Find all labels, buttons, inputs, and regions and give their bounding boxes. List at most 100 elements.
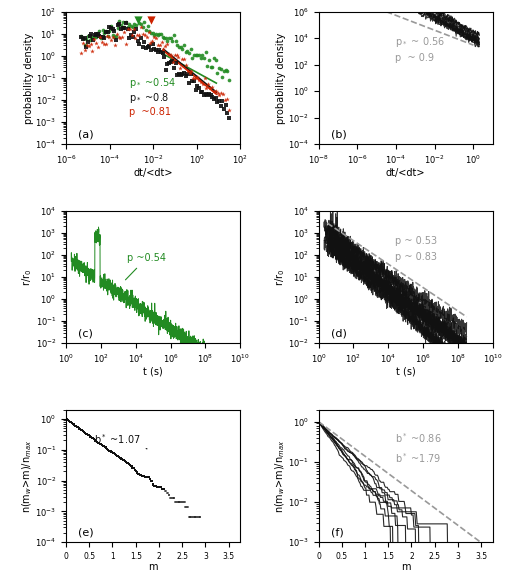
Point	[90, 31, 99, 41]
Point	[125, 459, 133, 469]
Point	[98, 37, 106, 46]
Point	[165, 490, 173, 500]
Point	[93, 437, 101, 447]
Point	[139, 471, 147, 480]
Point	[117, 20, 125, 29]
Point	[121, 457, 130, 466]
Point	[145, 26, 153, 36]
Point	[79, 33, 87, 42]
Text: p$_*$ ~0.54: p$_*$ ~0.54	[129, 76, 176, 90]
Point	[148, 40, 156, 49]
Point	[149, 480, 157, 489]
Y-axis label: r/r$_0$: r/r$_0$	[273, 268, 287, 286]
Point	[142, 26, 150, 35]
Point	[176, 497, 184, 507]
Point	[221, 100, 230, 110]
Point	[126, 24, 134, 33]
Point	[135, 469, 143, 479]
Point	[92, 38, 100, 48]
Point	[146, 474, 154, 483]
Point	[223, 67, 231, 76]
Point	[130, 463, 138, 473]
Point	[71, 420, 79, 430]
Point	[85, 42, 93, 51]
Point	[202, 83, 210, 92]
Point	[112, 31, 120, 40]
Point	[115, 20, 123, 29]
Point	[169, 57, 177, 66]
Point	[86, 40, 94, 49]
Point	[67, 418, 75, 427]
Point	[171, 50, 179, 59]
Point	[175, 69, 183, 79]
Point	[178, 54, 186, 64]
Point	[96, 26, 104, 36]
Point	[148, 477, 156, 486]
Point	[135, 40, 143, 49]
Point	[63, 415, 71, 424]
Point	[197, 512, 205, 521]
Point	[215, 96, 223, 106]
Point	[146, 38, 154, 48]
Point	[168, 37, 176, 46]
Point	[189, 73, 198, 82]
Point	[125, 19, 134, 29]
Point	[143, 473, 151, 482]
Point	[207, 62, 215, 71]
Point	[122, 17, 130, 27]
Point	[207, 90, 215, 99]
Point	[148, 36, 156, 45]
Point	[77, 33, 85, 42]
Point	[87, 32, 96, 41]
Point	[212, 87, 220, 96]
Point	[134, 36, 142, 45]
Point	[99, 32, 107, 41]
Point	[66, 416, 74, 426]
Point	[147, 45, 155, 55]
Point	[85, 431, 93, 440]
Point	[107, 447, 115, 456]
Point	[81, 429, 89, 438]
Point	[170, 494, 178, 503]
Point	[220, 104, 228, 114]
Point	[129, 463, 137, 472]
Point	[192, 512, 200, 521]
Point	[122, 40, 130, 49]
Point	[82, 34, 90, 44]
Point	[114, 21, 122, 30]
Point	[178, 45, 186, 54]
Point	[215, 64, 223, 73]
Point	[160, 52, 168, 62]
Point	[139, 42, 147, 51]
Point	[160, 44, 168, 54]
Point	[175, 497, 183, 507]
Point	[75, 424, 83, 433]
Point	[132, 24, 140, 34]
Point	[221, 65, 230, 75]
Point	[176, 63, 184, 72]
Text: p$_*$ ~ 0.56: p$_*$ ~ 0.56	[395, 35, 446, 49]
Point	[80, 40, 88, 50]
Point	[94, 30, 102, 39]
Point	[165, 490, 173, 500]
Point	[134, 16, 142, 25]
Point	[174, 497, 182, 507]
Point	[181, 503, 189, 512]
Point	[102, 27, 110, 37]
Point	[154, 40, 162, 50]
Point	[193, 50, 201, 59]
Point	[167, 494, 175, 503]
Point	[163, 40, 171, 49]
Point	[190, 76, 198, 86]
Point	[203, 90, 211, 100]
Point	[133, 467, 141, 476]
Point	[89, 36, 97, 45]
Point	[167, 57, 175, 66]
Point	[170, 494, 178, 503]
Point	[85, 36, 93, 45]
Point	[200, 90, 208, 99]
Point	[164, 37, 172, 46]
Point	[125, 33, 134, 43]
Point	[158, 33, 167, 42]
Point	[213, 68, 221, 78]
